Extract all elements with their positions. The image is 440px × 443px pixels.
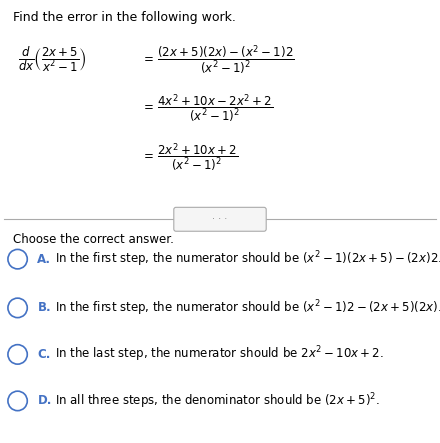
Text: $=\,\dfrac{4x^2+10x-2x^2+2}{(x^2-1)^2}$: $=\,\dfrac{4x^2+10x-2x^2+2}{(x^2-1)^2}$ — [141, 92, 273, 125]
Text: $=\,\dfrac{(2x+5)(2x)-(x^2-1)2}{(x^2-1)^2}$: $=\,\dfrac{(2x+5)(2x)-(x^2-1)2}{(x^2-1)^… — [141, 43, 294, 77]
Text: Choose the correct answer.: Choose the correct answer. — [13, 233, 174, 245]
Text: In the last step, the numerator should be $2x^2-10x+2$.: In the last step, the numerator should b… — [55, 345, 384, 364]
Text: In all three steps, the denominator should be $(2x+5)^2$.: In all three steps, the denominator shou… — [55, 391, 380, 411]
Text: In the first step, the numerator should be $\left(x^2-1\right)(2x+5)-(2x)2$.: In the first step, the numerator should … — [55, 249, 440, 269]
Text: D.: D. — [37, 394, 52, 408]
Text: B.: B. — [37, 301, 51, 315]
Text: · · ·: · · · — [213, 214, 227, 224]
FancyBboxPatch shape — [174, 207, 266, 231]
Text: In the first step, the numerator should be $\left(x^2-1\right)2-(2x+5)(2x)$.: In the first step, the numerator should … — [55, 298, 440, 318]
Text: $=\,\dfrac{2x^2+10x+2}{(x^2-1)^2}$: $=\,\dfrac{2x^2+10x+2}{(x^2-1)^2}$ — [141, 141, 238, 174]
Text: A.: A. — [37, 253, 51, 266]
Text: C.: C. — [37, 348, 51, 361]
Text: $\dfrac{d}{dx}\left(\dfrac{2x+5}{x^2-1}\right)$: $\dfrac{d}{dx}\left(\dfrac{2x+5}{x^2-1}\… — [18, 45, 86, 74]
Text: Find the error in the following work.: Find the error in the following work. — [13, 11, 236, 24]
